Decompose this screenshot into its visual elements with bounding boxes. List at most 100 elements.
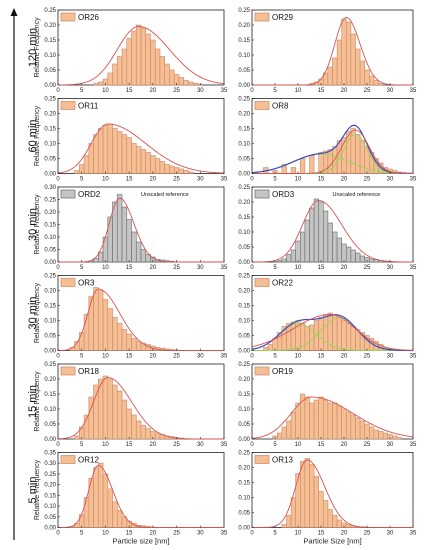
bar — [359, 420, 366, 440]
legend-swatch — [60, 278, 76, 287]
y-tick-label: 0.10 — [44, 235, 56, 241]
bar — [304, 326, 310, 351]
bar — [164, 164, 170, 174]
x-tick-label: 15 — [318, 265, 325, 271]
y-tick-label: 0.20 — [44, 23, 56, 29]
bar — [345, 246, 352, 263]
x-tick-label: 15 — [126, 265, 133, 271]
bar — [107, 488, 113, 528]
y-tick-label: 0.20 — [238, 377, 250, 383]
bar — [322, 500, 329, 528]
x-tick-label: 20 — [150, 177, 157, 183]
bar — [135, 420, 142, 440]
x-tick-label: 20 — [150, 442, 157, 448]
bar — [368, 258, 375, 263]
x-tick-label: 10 — [295, 88, 302, 94]
fit-curve — [58, 464, 224, 528]
bar — [107, 378, 113, 440]
bar — [295, 473, 301, 528]
chart-panel-or22: 0 5 10 15 20 25 30 35 0.00 0.05 0.10 0.15 0.20 0.25 OR… — [238, 274, 417, 360]
bar — [332, 231, 338, 263]
x-tick-label: 30 — [387, 531, 394, 537]
y-tick-label: 0.25 — [238, 274, 250, 280]
bar — [183, 170, 189, 174]
y-tick-label: 0.15 — [238, 38, 250, 44]
y-tick-label: 0.20 — [238, 112, 250, 118]
y-tick-label: 0.25 — [44, 274, 56, 280]
bar — [140, 425, 147, 440]
bar — [169, 69, 175, 86]
x-tick-label: 25 — [173, 442, 180, 448]
bar — [112, 384, 118, 440]
y-tick-label: 0.00 — [238, 349, 250, 355]
bar — [88, 143, 94, 174]
y-tick-label: 0.30 — [44, 185, 56, 191]
bar — [140, 27, 147, 86]
y-tick-label: 0.10 — [238, 407, 250, 413]
bar — [145, 152, 151, 174]
bar — [98, 290, 104, 351]
legend-label: OR12 — [78, 456, 99, 465]
legend-swatch — [254, 366, 270, 376]
x-tick-label: 10 — [102, 354, 109, 360]
bar — [290, 167, 297, 174]
bar — [145, 33, 151, 86]
chart-panel-ord2: 0 5 10 15 20 25 30 35 0.00 0.05 0.10 0.15 0.20 0.25 0.… — [34, 185, 228, 271]
bar — [304, 396, 310, 440]
y-tick-label: 0.20 — [238, 466, 250, 472]
y-tick-label: 0.00 — [238, 526, 250, 532]
y-tick-label: 0.25 — [44, 362, 56, 368]
y-tick-label: 0.15 — [44, 38, 56, 44]
bar — [332, 402, 338, 440]
bar — [355, 252, 361, 263]
bar — [135, 24, 142, 86]
x-tick-label: 35 — [221, 354, 228, 360]
x-tick-label: 15 — [126, 354, 133, 360]
bar — [322, 314, 329, 351]
bar — [286, 515, 292, 528]
row-label: 60 min — [27, 119, 39, 152]
bar — [93, 384, 99, 440]
bar — [332, 515, 338, 528]
bar — [336, 237, 343, 263]
bar — [164, 63, 170, 86]
x-tick-label: 5 — [273, 177, 277, 183]
bar — [313, 399, 320, 440]
y-tick-label: 0.15 — [238, 304, 250, 310]
x-tick-label: 0 — [56, 354, 60, 360]
bar — [93, 287, 99, 351]
y-tick-label: 0.00 — [44, 437, 56, 443]
bar — [295, 402, 301, 440]
bar — [83, 155, 90, 174]
bar — [159, 56, 166, 86]
chart-panel-or29: 0 5 10 15 20 25 30 35 0.00 0.05 0.10 0.15 0.20 0.25 OR… — [238, 8, 417, 94]
bar — [341, 408, 347, 440]
bar — [131, 338, 137, 351]
bar — [154, 48, 161, 86]
bar — [373, 80, 379, 86]
bar — [79, 332, 85, 351]
bar — [327, 402, 333, 440]
bar — [112, 128, 118, 174]
bar — [116, 390, 123, 440]
fit-curve — [252, 129, 413, 174]
y-tick-label: 0.10 — [44, 407, 56, 413]
y-axis-label: Relative Frequency — [34, 105, 41, 166]
bar — [150, 39, 156, 86]
legend-swatch — [254, 455, 270, 464]
x-tick-label: 0 — [56, 88, 60, 94]
x-tick-label: 35 — [221, 177, 228, 183]
y-tick-label: 0.20 — [238, 289, 250, 295]
bar — [318, 491, 324, 528]
y-tick-label: 0.25 — [238, 451, 250, 457]
bar — [281, 426, 287, 440]
bar — [368, 426, 375, 440]
x-tick-label: 35 — [410, 442, 417, 448]
bar — [169, 165, 175, 174]
y-tick-label: 0.05 — [44, 248, 56, 254]
y-tick-label: 0.35 — [44, 451, 56, 457]
y-tick-label: 0.00 — [238, 260, 250, 266]
y-tick-label: 0.15 — [238, 392, 250, 398]
y-tick-label: 0.05 — [238, 422, 250, 428]
x-tick-label: 10 — [295, 354, 302, 360]
